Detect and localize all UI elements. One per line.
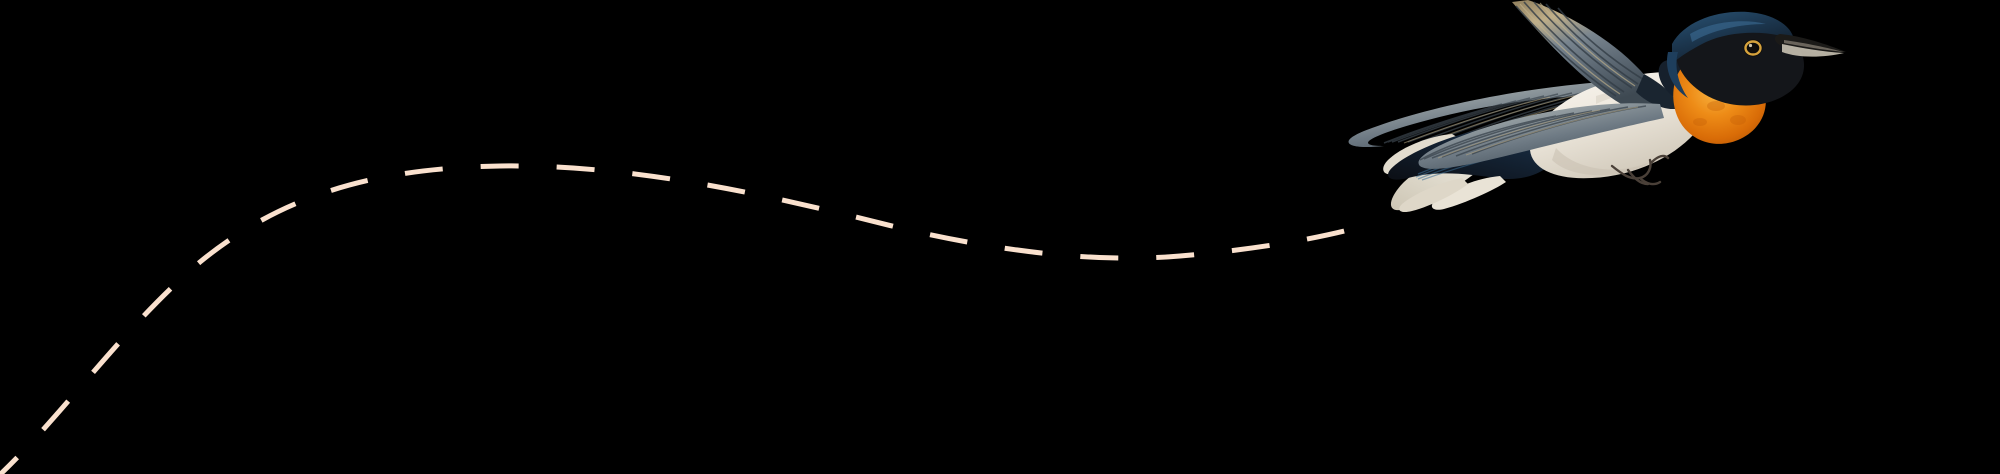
upper-wing xyxy=(1512,0,1680,114)
feet xyxy=(1610,154,1670,186)
beak xyxy=(1774,34,1846,57)
eye xyxy=(1743,39,1763,57)
wing-coverts xyxy=(1418,103,1664,169)
flight-path-dashed-curve xyxy=(0,163,1361,474)
head xyxy=(1666,11,1805,106)
